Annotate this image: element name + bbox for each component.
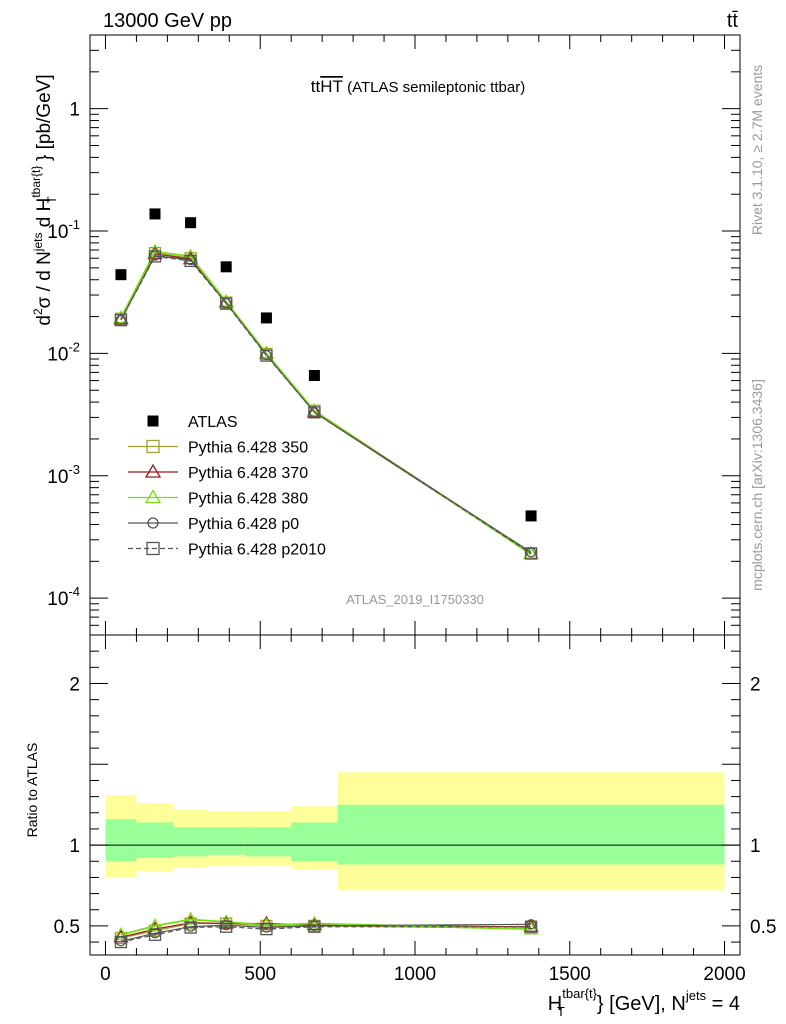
legend-label-3: Pythia 6.428 p0 (188, 516, 299, 533)
band-inner-6 (337, 804, 725, 865)
mc-marker-4 (308, 406, 321, 419)
plot-title: ttHT (ATLAS semileptonic ttbar) (311, 77, 525, 96)
legend-marker-atlas (147, 415, 159, 427)
ratio-marker-4 (220, 920, 233, 933)
band-inner-0 (105, 819, 137, 862)
title-prefix: tt (311, 77, 321, 96)
legend: ATLAS Pythia 6.428 350 Pythia 6.428 370 Pyt… (128, 414, 326, 559)
mc-marker-1 (182, 251, 199, 265)
legend-label-0: Pythia 6.428 350 (188, 440, 308, 457)
ratio-y-axis-title: Ratio to ATLAS (24, 743, 40, 838)
y-tick-label: 10-3 (47, 462, 80, 488)
mc-marker-2 (218, 293, 234, 307)
mc-marker-3 (309, 407, 320, 418)
ratio-y-tick-label-left: 0.5 (54, 917, 80, 938)
ratio-line-2 (120, 918, 532, 936)
legend-marker-3 (147, 517, 159, 529)
ratio-marker-4 (184, 921, 197, 934)
x-tick-label: 2000 (703, 964, 745, 985)
atlas-data-point (149, 208, 161, 220)
ratio-marker-4 (114, 935, 128, 949)
legend-label-4: Pythia 6.428 p2010 (188, 542, 326, 559)
ratio-marker-4 (524, 920, 538, 933)
legend-label-1: Pythia 6.428 370 (188, 465, 308, 482)
mc-line-0 (120, 252, 532, 554)
ratio-series (113, 911, 539, 949)
process-label: tt̄ (727, 10, 739, 32)
mc-line-4 (120, 255, 532, 554)
main-y-axis-title: d2σ / d Njets d Htbar{t}T } [pb/GeV] (29, 74, 59, 325)
ratio-marker-2 (182, 911, 199, 925)
band-inner-4 (244, 827, 292, 857)
main-axes: 110-110-210-310-4 (47, 34, 740, 636)
title-overlined: HT (320, 77, 343, 96)
legend-marker-1 (144, 463, 162, 478)
analysis-watermark: ATLAS_2019_I1750330 (346, 592, 484, 607)
mc-marker-3 (115, 314, 127, 326)
legend-label-2: Pythia 6.428 380 (188, 491, 308, 508)
ratio-line-4 (120, 926, 532, 943)
legend-marker-2 (144, 489, 162, 504)
ratio-axes: 0.5 0.5 1 1 2 2 0 500 1000 1500 2000 (54, 634, 776, 985)
legend-label-atlas: ATLAS (188, 414, 238, 431)
mc-marker-4 (220, 297, 233, 310)
x-tick-label: 1500 (549, 964, 591, 985)
ratio-y-tick-label-left: 1 (69, 836, 80, 857)
ratio-y-tick-label-right: 1 (750, 836, 761, 857)
atlas-data-point (525, 510, 537, 522)
atlas-data-point (260, 312, 272, 324)
y-tick-label: 1 (69, 100, 80, 121)
ratio-marker-4 (308, 920, 321, 933)
rivet-version-label: Rivet 3.1.10, ≥ 2.7M events (749, 65, 765, 235)
energy-label: 13000 GeV pp (103, 10, 232, 32)
svg-text:ttHT (ATLAS semileptonic ttbar: ttHT (ATLAS semileptonic ttbar) (311, 77, 525, 96)
svg-text:d2σ / d Njets d Htbar{t}T } [p: d2σ / d Njets d Htbar{t}T } [pb/GeV] (29, 74, 59, 325)
x-tick-label: 500 (244, 964, 276, 985)
title-suffix: (ATLAS semileptonic ttbar) (343, 79, 525, 96)
band-inner-1 (136, 822, 174, 859)
ratio-marker-2 (113, 927, 129, 940)
y-tick-label: 10-4 (47, 584, 80, 610)
mc-line-1 (120, 253, 532, 555)
atlas-data-point (220, 261, 232, 273)
ratio-y-tick-label-right: 2 (750, 674, 761, 695)
ratio-y-tick-label-right: 0.5 (750, 917, 776, 938)
x-tick-label: 0 (100, 964, 111, 985)
atlas-data-point (308, 370, 320, 382)
ratio-marker-3 (525, 919, 537, 930)
ratio-marker-2 (147, 918, 163, 932)
mc-marker-4 (114, 314, 128, 327)
mc-marker-4 (260, 349, 273, 362)
atlas-data-point (115, 269, 127, 281)
mc-line-3 (120, 254, 532, 553)
legend-marker-4 (146, 541, 160, 556)
mcplots-label: mcplots.cern.ch [arXiv:1306.3436] (749, 379, 765, 591)
band-inner-3 (207, 827, 245, 855)
x-axis-title: Htbar{t} T} [GeV], Njets = 4 (548, 986, 740, 1019)
ratio-marker-4 (148, 928, 162, 941)
mc-line-2 (120, 250, 532, 556)
ratio-uncertainty-bands (90, 772, 740, 891)
ratio-line-3 (120, 923, 532, 942)
mc-marker-4 (524, 547, 538, 560)
band-inner-5 (291, 822, 338, 862)
svg-text:Htbar{t}T} [GeV], Njets = 4: Htbar{t} T} [GeV], Njets = 4 (548, 986, 740, 1019)
main-series (113, 208, 539, 560)
legend-marker-0 (146, 439, 160, 454)
x-tick-label: 1000 (394, 964, 436, 985)
ratio-y-tick-label-left: 2 (69, 674, 80, 695)
band-inner-2 (173, 827, 208, 857)
y-tick-label: 10-2 (47, 339, 80, 365)
mc-marker-4 (148, 250, 162, 263)
atlas-data-point (185, 217, 197, 229)
mc-marker-4 (184, 254, 197, 268)
ratio-marker-4 (260, 922, 273, 936)
ratio-marker-1 (523, 918, 539, 932)
